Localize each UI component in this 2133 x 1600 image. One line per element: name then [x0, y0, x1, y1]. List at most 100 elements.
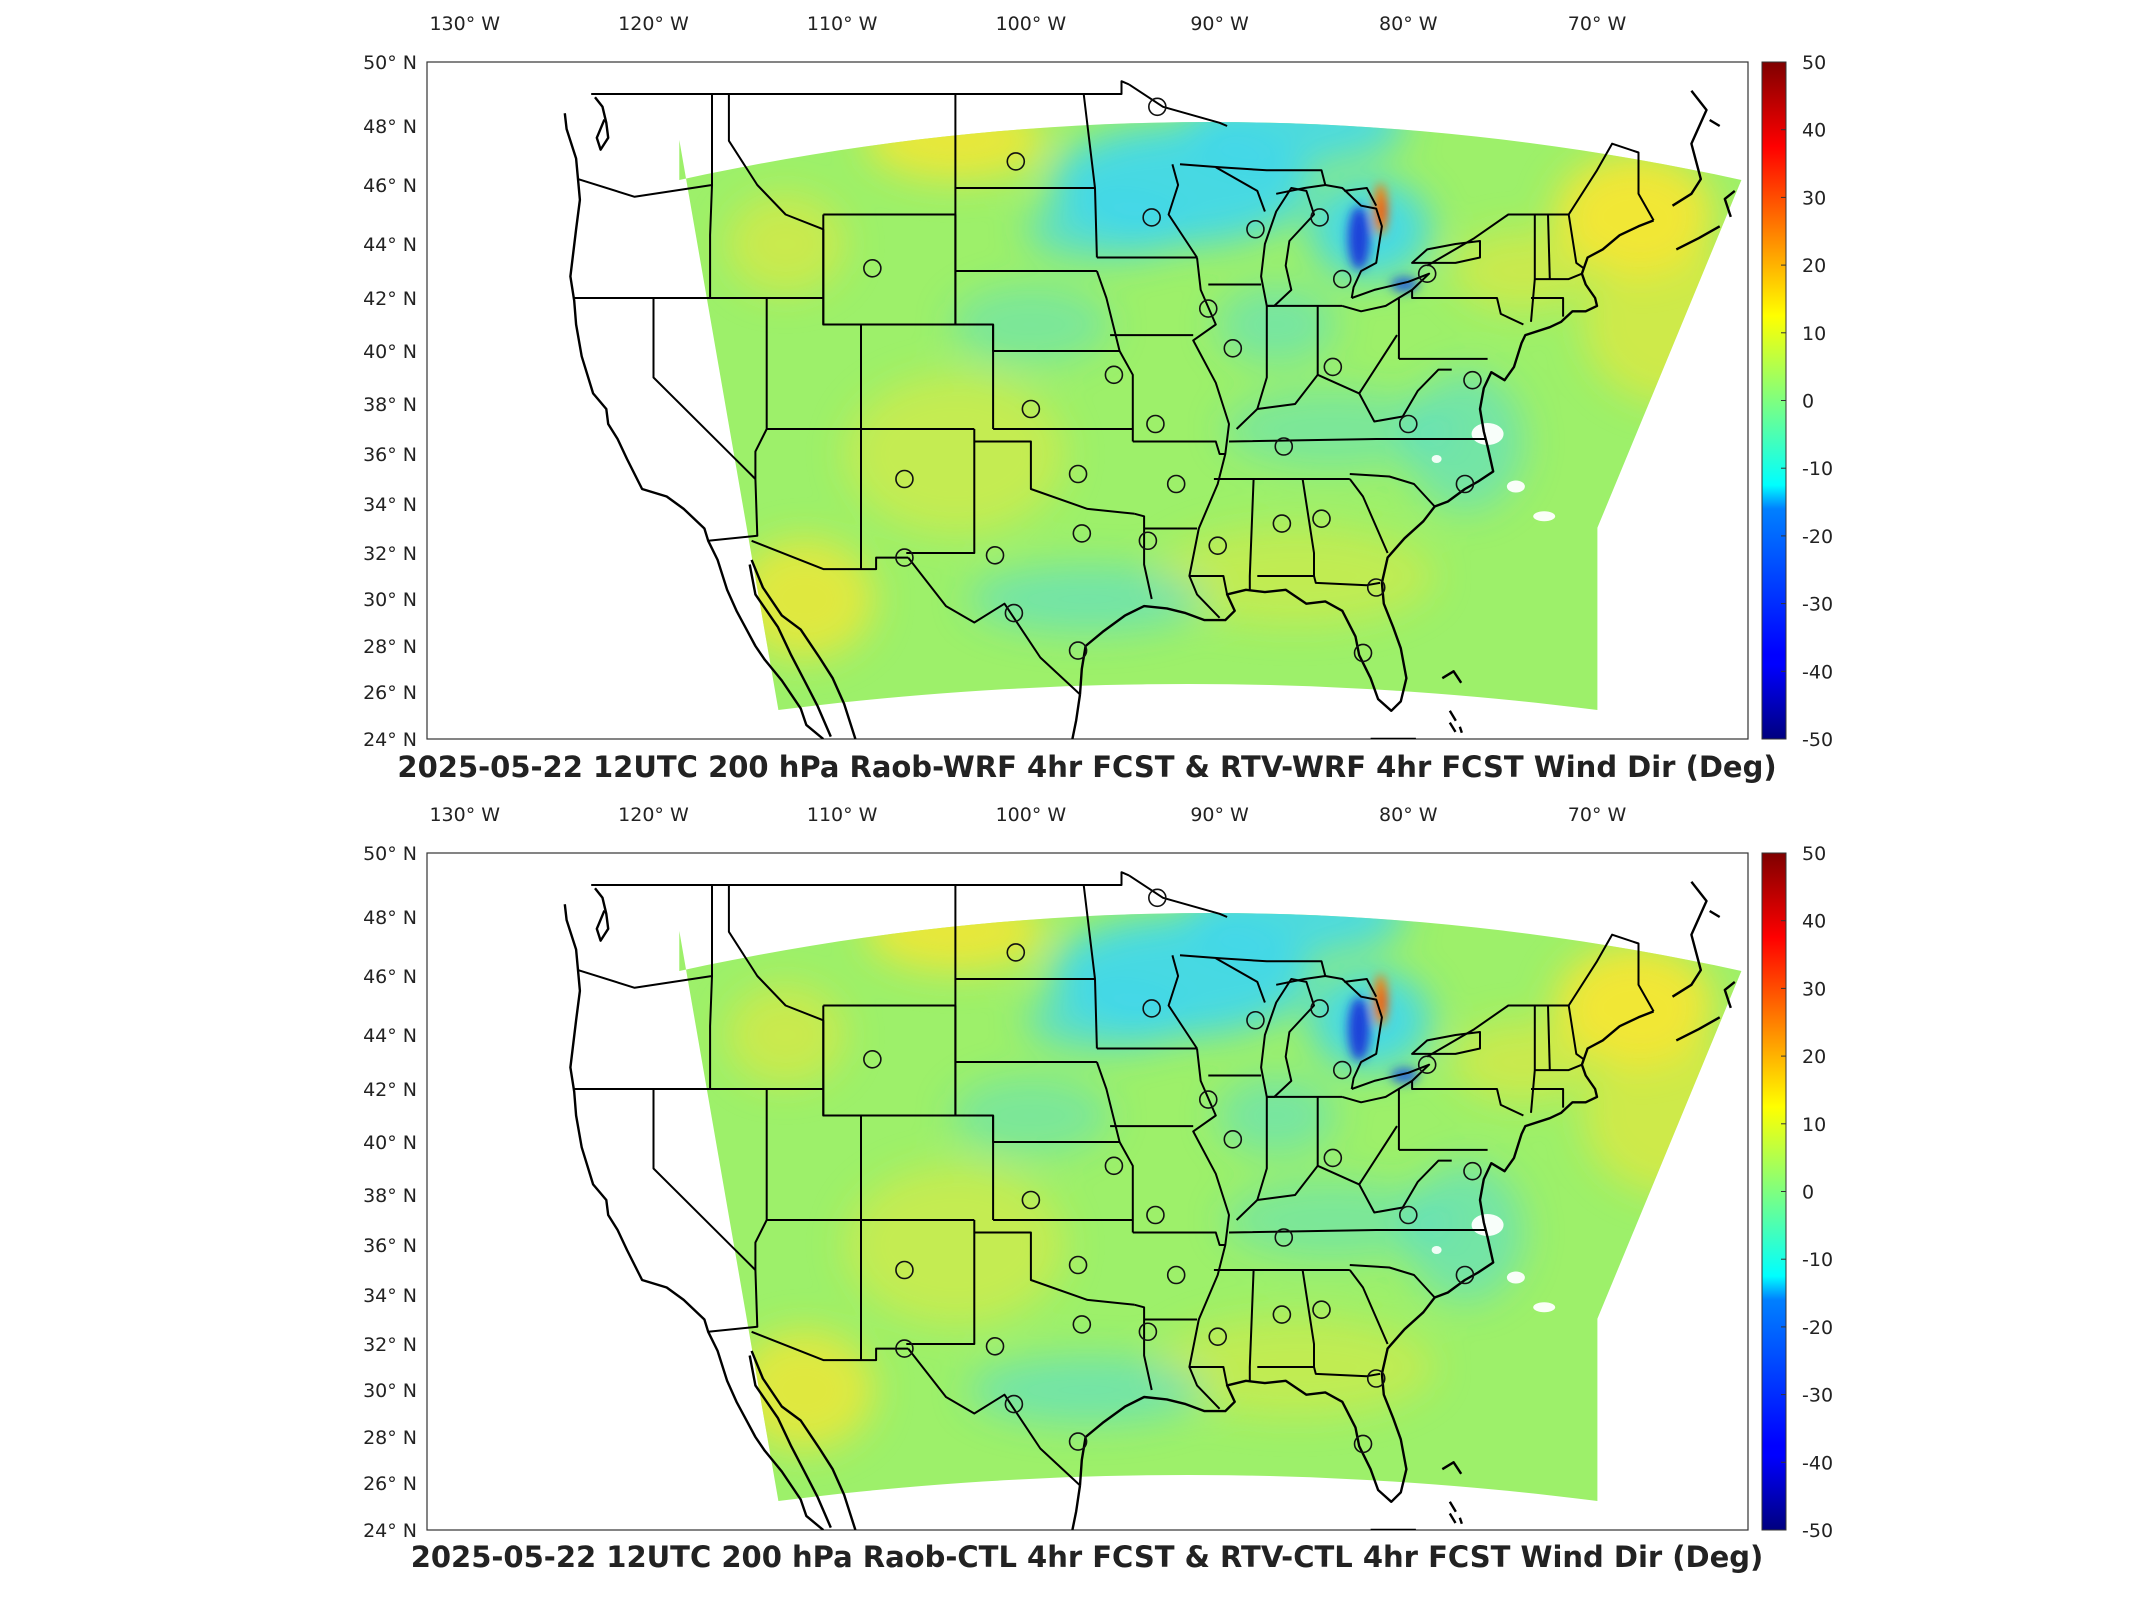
- raob-station-marker: [1399, 1205, 1418, 1225]
- raob-station-marker: [1068, 1255, 1088, 1275]
- lon-tick-label: 90° W: [1190, 13, 1249, 35]
- lon-tick-label: 130° W: [429, 13, 500, 35]
- lon-tick-label: 110° W: [807, 13, 878, 35]
- raob-station-marker: [1104, 1156, 1124, 1176]
- colorbar-tick-label: -40: [1802, 661, 1833, 683]
- colorbar-tick-label: -50: [1802, 1520, 1833, 1542]
- raob-station-marker: [1142, 208, 1161, 227]
- lat-tick-label: 26° N: [363, 1473, 417, 1495]
- raob-station-marker: [1455, 474, 1475, 494]
- raob-station-marker: [1146, 414, 1165, 434]
- raob-station-marker: [1223, 1130, 1243, 1149]
- colorbar-tick-label: 40: [1802, 120, 1826, 142]
- colorbar-tick-label: 50: [1802, 843, 1826, 865]
- raob-station-marker: [1138, 531, 1158, 551]
- raob-station-marker: [1208, 536, 1228, 555]
- lat-tick-label: 32° N: [363, 1334, 417, 1356]
- lon-tick-label: 80° W: [1379, 804, 1438, 826]
- raob-station-marker: [1166, 474, 1186, 494]
- raob-station-marker: [1463, 1161, 1482, 1181]
- colorbar-tick-label: 30: [1802, 978, 1826, 1000]
- raob-station-marker: [1142, 999, 1161, 1018]
- colorbar-tick-label: 20: [1802, 255, 1826, 277]
- raob-station-marker: [1323, 357, 1343, 377]
- lat-tick-label: 30° N: [363, 1380, 417, 1402]
- raob-station-marker: [895, 469, 914, 489]
- lon-tick-label: 100° W: [996, 13, 1067, 35]
- raob-station-marker: [895, 548, 914, 567]
- state-boundaries: [563, 871, 1736, 1530]
- lat-tick-label: 48° N: [363, 116, 417, 138]
- raob-station-marker: [1417, 1055, 1437, 1074]
- raob-station-marker: [1198, 299, 1218, 318]
- lat-tick-label: 24° N: [363, 729, 417, 751]
- lon-tick-label: 70° W: [1568, 13, 1627, 35]
- raob-station-marker: [1332, 269, 1352, 289]
- panel-title: 2025-05-22 12UTC 200 hPa Raob-CTL 4hr FC…: [411, 1540, 1764, 1574]
- raob-station-marker: [1463, 370, 1482, 390]
- lat-tick-label: 34° N: [363, 494, 417, 516]
- lat-tick-label: 32° N: [363, 543, 417, 565]
- map-panel-top: 130° W 120° W 110° W 100° W 90° W 80° W 70° W 5…: [363, 13, 1833, 784]
- colorbar-tick-label: 40: [1802, 911, 1826, 933]
- raob-station-marker: [1455, 1265, 1475, 1285]
- colorbar-tick-label: -20: [1802, 526, 1833, 548]
- lat-tick-label: 44° N: [363, 234, 417, 256]
- raob-station-marker: [985, 545, 1005, 565]
- lat-tick-label: 44° N: [363, 1025, 417, 1047]
- raob-station-marker: [863, 1050, 882, 1069]
- raob-station-marker: [863, 258, 882, 278]
- raob-station-marker: [1006, 943, 1026, 962]
- raob-station-marker: [1223, 339, 1243, 358]
- lon-tick-label: 130° W: [429, 804, 500, 826]
- raob-station-marker: [1312, 509, 1331, 529]
- colorbar-tick-label: 10: [1802, 1114, 1826, 1136]
- colorbar-tick-label: -40: [1802, 1452, 1833, 1474]
- lon-tick-label: 100° W: [996, 804, 1067, 826]
- raob-station-marker: [1006, 152, 1026, 171]
- lat-tick-label: 24° N: [363, 1520, 417, 1542]
- lat-tick-label: 30° N: [363, 589, 417, 611]
- raob-station-marker: [1274, 1228, 1294, 1247]
- colorbar-tick-label: 20: [1802, 1046, 1826, 1068]
- lon-tick-label: 120° W: [618, 804, 689, 826]
- raob-station-marker: [1068, 641, 1088, 660]
- lat-tick-label: 40° N: [363, 1132, 417, 1154]
- wind-dir-difference-field: [679, 122, 1742, 710]
- raob-station-marker: [1246, 219, 1265, 239]
- raob-station-marker: [1021, 399, 1041, 419]
- lat-tick-label: 50° N: [363, 52, 417, 74]
- lat-tick-label: 36° N: [363, 1235, 417, 1257]
- lat-tick-label: 46° N: [363, 966, 417, 988]
- raob-station-marker: [1148, 97, 1167, 117]
- lat-tick-label: 46° N: [363, 175, 417, 197]
- lat-tick-label: 38° N: [363, 394, 417, 416]
- raob-station-marker: [1366, 578, 1386, 597]
- raob-station-marker: [1323, 1148, 1343, 1168]
- raob-station-marker: [1166, 1265, 1186, 1285]
- lat-tick-label: 42° N: [363, 1079, 417, 1101]
- colorbar-tick-label: 30: [1802, 187, 1826, 209]
- raob-station-marker: [1353, 643, 1373, 663]
- raob-station-marker: [1208, 1327, 1228, 1346]
- colorbar-tick-label: -30: [1802, 1385, 1833, 1407]
- raob-station-marker: [1198, 1090, 1218, 1109]
- lon-tick-label: 90° W: [1190, 804, 1249, 826]
- colorbar-tick-label: -10: [1802, 458, 1833, 480]
- lat-tick-label: 26° N: [363, 682, 417, 704]
- raob-station-marker: [1417, 264, 1437, 284]
- colorbar-tick-label: 50: [1802, 52, 1826, 74]
- raob-station-marker: [895, 1260, 914, 1280]
- lat-tick-label: 40° N: [363, 341, 417, 363]
- lat-tick-label: 34° N: [363, 1285, 417, 1307]
- lat-tick-label: 48° N: [363, 907, 417, 929]
- raob-station-marker: [1068, 464, 1088, 484]
- raob-station-marker: [1004, 1394, 1024, 1414]
- raob-station-marker: [1272, 514, 1292, 533]
- raob-station-marker: [1246, 1010, 1265, 1030]
- raob-station-marker: [985, 1337, 1005, 1356]
- colorbar-tick-label: -10: [1802, 1249, 1833, 1271]
- lat-tick-label: 50° N: [363, 843, 417, 865]
- lat-tick-label: 28° N: [363, 636, 417, 658]
- lon-tick-label: 110° W: [807, 804, 878, 826]
